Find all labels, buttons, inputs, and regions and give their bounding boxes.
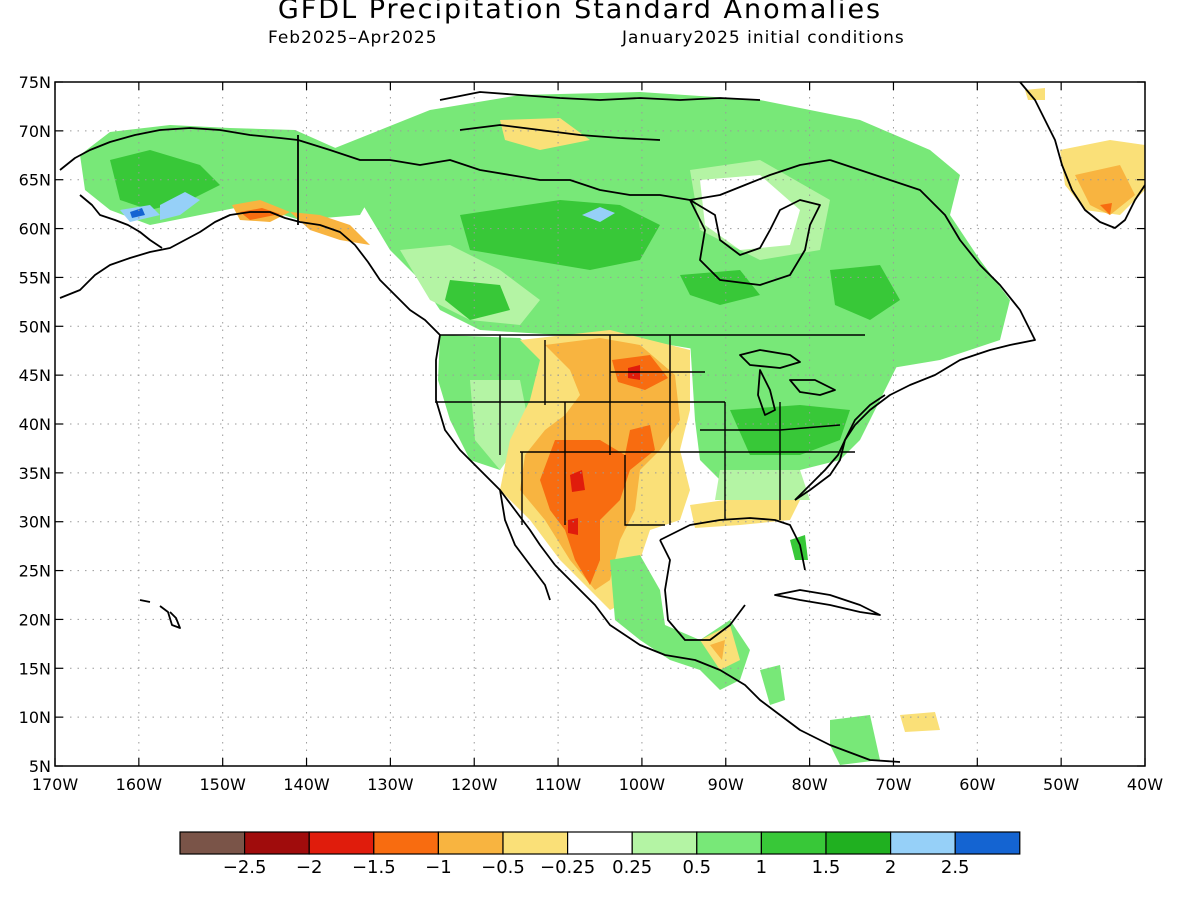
lon-label: 70W bbox=[875, 775, 911, 794]
legend-swatch bbox=[889, 831, 956, 855]
lon-label: 130W bbox=[367, 775, 414, 794]
lat-label: 5N bbox=[29, 757, 51, 776]
anomaly-region bbox=[680, 270, 760, 305]
legend-label: −1 bbox=[425, 857, 452, 878]
legend-label: −0.5 bbox=[481, 857, 525, 878]
lon-label: 120W bbox=[451, 775, 498, 794]
state-borders bbox=[435, 334, 865, 526]
lat-label: 45N bbox=[19, 366, 51, 385]
anomaly-region bbox=[715, 470, 810, 500]
initial-conditions: January2025 initial conditions bbox=[622, 28, 905, 48]
lat-label: 75N bbox=[19, 73, 51, 92]
lat-label: 60N bbox=[19, 220, 51, 239]
anomaly-region bbox=[460, 200, 660, 270]
legend-swatch bbox=[437, 831, 504, 855]
legend-swatch bbox=[954, 831, 1021, 855]
lat-label: 25N bbox=[19, 562, 51, 581]
legend-swatch bbox=[502, 831, 569, 855]
anomaly-region bbox=[830, 265, 900, 320]
latitude-labels: 75N 70N 65N 60N 55N 50N 45N 40N 35N 30N 25N 20N 15N 1… bbox=[19, 73, 51, 776]
legend-swatch bbox=[179, 831, 246, 855]
anomaly-region bbox=[900, 712, 940, 732]
lon-label: 50W bbox=[1043, 775, 1079, 794]
lat-label: 30N bbox=[19, 513, 51, 532]
anomaly-region bbox=[500, 118, 590, 150]
lat-label: 35N bbox=[19, 464, 51, 483]
lat-label: 10N bbox=[19, 708, 51, 727]
anomaly-region bbox=[240, 208, 280, 220]
anomaly-region bbox=[130, 208, 145, 218]
lon-label: 80W bbox=[792, 775, 828, 794]
legend-label: 2 bbox=[885, 857, 896, 878]
lat-label: 15N bbox=[19, 659, 51, 678]
lat-label: 40N bbox=[19, 415, 51, 434]
lon-label: 60W bbox=[959, 775, 995, 794]
lat-label: 20N bbox=[19, 610, 51, 629]
anomaly-region bbox=[760, 665, 785, 705]
legend-label: −0.25 bbox=[540, 857, 595, 878]
anomaly-region bbox=[445, 280, 510, 320]
legend-label: 1.5 bbox=[812, 857, 841, 878]
legend-swatch bbox=[760, 831, 827, 855]
anomaly-region bbox=[1025, 88, 1045, 100]
color-legend: −2.5 −2 −1.5 −1 −0.5 −0.25 0.25 0.5 1 1.5 2 2.5 bbox=[179, 831, 1021, 878]
longitude-labels: 170W 160W 150W 140W 130W 120W 110W 100W 90W 80W 70… bbox=[32, 775, 1163, 794]
lon-label: 150W bbox=[200, 775, 247, 794]
anomaly-fill-layer bbox=[80, 88, 1145, 765]
legend-swatch bbox=[696, 831, 762, 855]
legend-swatch bbox=[566, 831, 633, 855]
anomaly-region bbox=[1075, 165, 1135, 215]
coastlines-and-borders bbox=[59, 82, 1145, 763]
legend-swatch bbox=[373, 831, 439, 855]
anomaly-region bbox=[582, 207, 615, 222]
forecast-period: Feb2025–Apr2025 bbox=[268, 28, 438, 48]
lon-label: 100W bbox=[619, 775, 666, 794]
lat-label: 70N bbox=[19, 122, 51, 141]
anomaly-region bbox=[540, 425, 655, 585]
anomaly-region bbox=[1100, 203, 1112, 215]
lat-label: 50N bbox=[19, 317, 51, 336]
graticule bbox=[54, 81, 1146, 767]
anomaly-region bbox=[110, 150, 220, 210]
anomaly-region bbox=[830, 715, 880, 765]
lon-label: 140W bbox=[283, 775, 330, 794]
map-frame bbox=[54, 81, 1146, 767]
legend-label: 0.25 bbox=[612, 857, 652, 878]
legend-label: −2.5 bbox=[223, 857, 267, 878]
anomaly-region bbox=[790, 535, 808, 560]
anomaly-region bbox=[610, 555, 750, 690]
lon-label: 170W bbox=[32, 775, 79, 794]
legend-label: 1 bbox=[756, 857, 767, 878]
lon-label: 110W bbox=[535, 775, 582, 794]
legend-swatch bbox=[825, 831, 892, 855]
lat-label: 55N bbox=[19, 268, 51, 287]
anomaly-region bbox=[730, 405, 850, 455]
legend-swatch bbox=[308, 831, 375, 855]
legend-swatch bbox=[244, 831, 310, 855]
legend-label: −2 bbox=[296, 857, 323, 878]
anomaly-region bbox=[330, 92, 1010, 375]
lon-label: 90W bbox=[708, 775, 744, 794]
lon-label: 160W bbox=[116, 775, 163, 794]
legend-label: 0.5 bbox=[682, 857, 711, 878]
lat-label: 65N bbox=[19, 171, 51, 190]
legend-label: −1.5 bbox=[352, 857, 396, 878]
legend-label: 2.5 bbox=[941, 857, 970, 878]
lon-label: 40W bbox=[1127, 775, 1163, 794]
legend-swatch bbox=[631, 831, 698, 855]
chart-title: GFDL Precipitation Standard Anomalies bbox=[277, 0, 883, 25]
anomaly-region bbox=[710, 640, 725, 660]
